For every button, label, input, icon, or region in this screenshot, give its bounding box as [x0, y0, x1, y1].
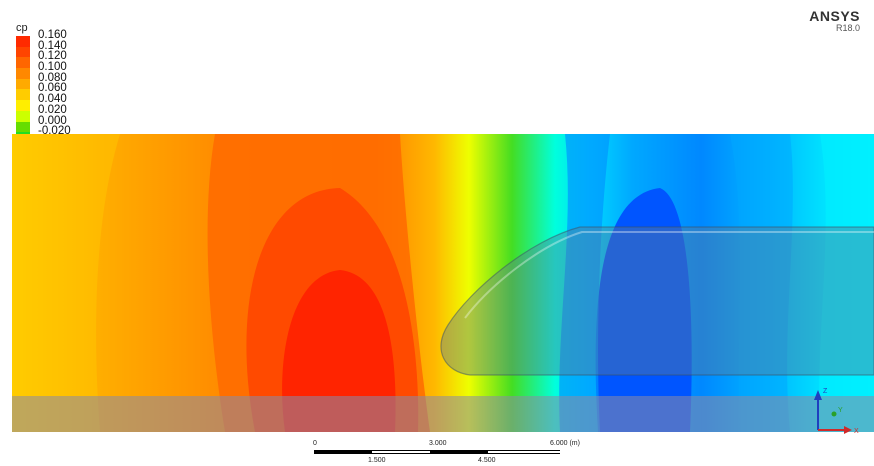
- legend-value-label: -0.020: [38, 125, 71, 138]
- legend-swatch: [16, 121, 30, 133]
- contour-core-max: [282, 270, 396, 432]
- legend-swatch: [16, 68, 30, 79]
- triad-y-axis: [831, 411, 837, 417]
- scale-label-6000: 6.000 (m): [550, 440, 580, 447]
- scale-label-1500: 1.500: [368, 457, 386, 464]
- triad-x-arrow: [844, 426, 852, 434]
- contour-band-left: [12, 134, 120, 432]
- legend-value-label: 0.120: [38, 50, 67, 63]
- contour-band-blue-right: [730, 134, 793, 432]
- ground-plane: [12, 396, 874, 432]
- legend-swatch: [16, 36, 30, 47]
- scale-segment-4: [488, 450, 560, 454]
- ansys-logo: ANSYS R18.0: [809, 8, 860, 33]
- scale-segment-3: [430, 450, 488, 454]
- legend-value-label: 0.080: [38, 71, 67, 84]
- legend-swatch: [16, 57, 30, 69]
- triad-y-label: Y: [838, 407, 843, 414]
- legend-value-label: 0.000: [38, 114, 67, 127]
- legend-swatch: [16, 100, 30, 111]
- legend-value-label: 0.020: [38, 103, 67, 116]
- train-highlight: [464, 231, 874, 319]
- train-body: [440, 226, 874, 376]
- scale-label-3000: 3.000: [429, 440, 447, 447]
- triad-x-label: X: [854, 428, 859, 435]
- scale-label-4500: 4.500: [478, 457, 496, 464]
- legend-value-label: 0.160: [38, 29, 67, 41]
- legend-swatch: [16, 89, 30, 101]
- legend-value-label: 0.140: [38, 39, 67, 52]
- contour-band-cyan: [819, 134, 874, 432]
- axes-triad: Z Y X: [814, 388, 859, 435]
- triad-z-arrow: [814, 390, 822, 400]
- scale-bar: 0 3.000 6.000 (m) 1.500 4.500: [300, 436, 630, 466]
- legend-swatch: [16, 78, 30, 90]
- brand-name: ANSYS: [809, 8, 860, 24]
- legend-swatch: [16, 110, 30, 122]
- contour-core-min: [595, 188, 692, 432]
- legend-value-label: 0.100: [38, 61, 67, 74]
- scale-segment-1: [314, 450, 372, 454]
- scale-segment-2: [372, 450, 430, 454]
- legend-title: cp: [16, 22, 28, 34]
- legend-value-label: 0.060: [38, 82, 67, 95]
- triad-z-label: Z: [823, 388, 828, 395]
- legend-value-label: 0.040: [38, 93, 67, 106]
- contour-background: [12, 134, 874, 432]
- contour-band-blue: [559, 134, 610, 432]
- legend-swatch: [16, 46, 30, 58]
- brand-version: R18.0: [835, 23, 860, 33]
- scale-label-0: 0: [313, 440, 317, 447]
